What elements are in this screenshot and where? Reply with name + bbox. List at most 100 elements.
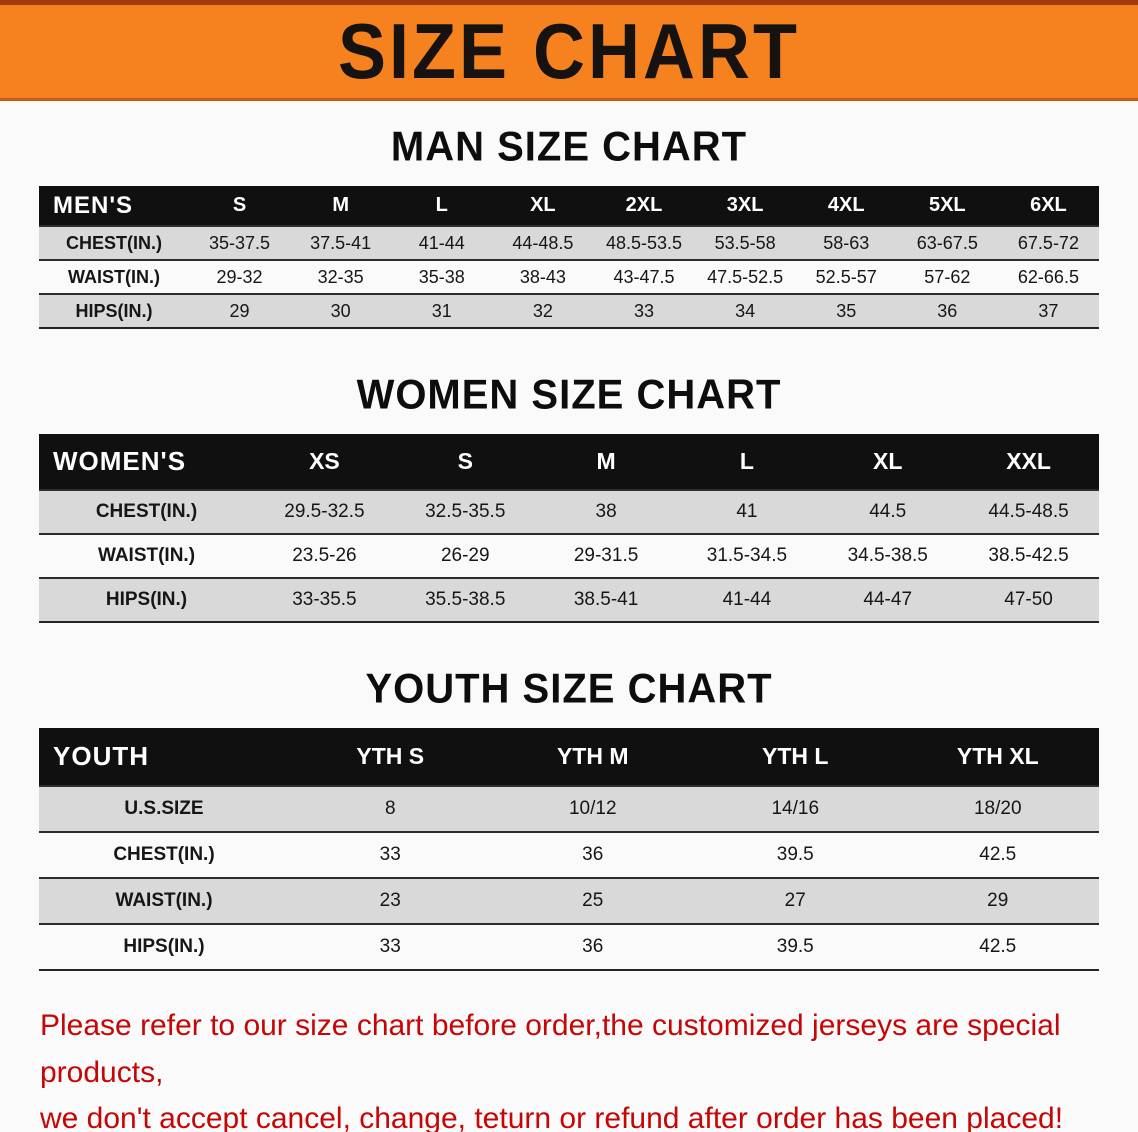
cell-value: 33 (379, 844, 401, 865)
table-row: HIPS(IN.) 29 30 31 32 33 34 35 36 37 (39, 294, 1099, 328)
cell-value: 29 (987, 890, 1009, 911)
cell-value: 35 (836, 300, 857, 321)
row-label: WAIST(IN.) (68, 266, 160, 287)
disclaimer-line-2: we don't accept cancel, change, teturn o… (40, 1102, 1064, 1132)
cell-value: 44.5 (869, 501, 907, 522)
sections-container: MAN SIZE CHART MEN'S S M L XL 2XL 3XL 4XL 5XL 6XL C… (0, 124, 1138, 971)
section-youth: YOUTH SIZE CHART YOUTH YTH S YTH M YTH L YTH … (0, 666, 1138, 971)
cell-value: 48.5-53.5 (605, 232, 683, 253)
women-size-table: WOMEN'S XS S M L XL XXL CHEST(IN.) 29.5-32.5 32.5… (39, 434, 1099, 623)
cell-value: 29.5-32.5 (284, 501, 365, 522)
column-header-yth-l: YTH L (762, 743, 829, 769)
cell-value: 41-44 (722, 589, 772, 610)
cell-value: 39.5 (776, 936, 814, 957)
cell-value: 36 (582, 936, 604, 957)
cell-value: 29-31.5 (573, 545, 639, 566)
men-corner-label: MEN'S (53, 191, 134, 219)
cell-value: 26-29 (440, 545, 490, 566)
column-header-xxl: XXL (1006, 448, 1051, 474)
header-row: YOUTH YTH S YTH M YTH L YTH XL (39, 728, 1099, 786)
cell-value: 58-63 (823, 232, 870, 253)
row-label: U.S.SIZE (124, 798, 204, 819)
section-men: MAN SIZE CHART MEN'S S M L XL 2XL 3XL 4XL 5XL 6XL C… (0, 124, 1138, 329)
cell-value: 41-44 (418, 232, 465, 253)
row-label: WAIST(IN.) (115, 890, 213, 911)
cell-value: 41 (736, 501, 758, 522)
row-label: HIPS(IN.) (105, 589, 188, 610)
cell-value: 23 (379, 890, 401, 911)
column-header-l: L (739, 448, 754, 474)
size-chart-content: MAN SIZE CHART MEN'S S M L XL 2XL 3XL 4XL 5XL 6XL C… (0, 124, 1138, 1132)
column-header-yth-xl: YTH XL (956, 743, 1039, 769)
cell-value: 10/12 (568, 798, 617, 819)
cell-value: 53.5-58 (714, 232, 776, 253)
page-title: SIZE CHART (338, 8, 800, 95)
cell-value: 37.5-41 (310, 232, 372, 253)
cell-value: 38.5-42.5 (988, 545, 1069, 566)
cell-value: 29 (229, 300, 250, 321)
cell-value: 30 (330, 300, 351, 321)
column-header-yth-m: YTH M (556, 743, 629, 769)
cell-value: 43-47.5 (613, 266, 675, 287)
column-header-4xl: 4XL (827, 194, 865, 216)
youth-corner-label: YOUTH (53, 741, 149, 771)
table-row: CHEST(IN.) 35-37.5 37.5-41 41-44 44-48.5 48.5… (39, 226, 1099, 260)
cell-value: 44-48.5 (512, 232, 574, 253)
table-row: CHEST(IN.) 33 36 39.5 42.5 (39, 832, 1099, 878)
cell-value: 35-38 (418, 266, 465, 287)
column-header-xs: XS (309, 448, 340, 474)
cell-value: 23.5-26 (292, 545, 357, 566)
cell-value: 8 (384, 798, 396, 819)
table-row: HIPS(IN.) 33-35.5 35.5-38.5 38.5-41 41-44 44-… (39, 578, 1099, 622)
row-label: HIPS(IN.) (75, 300, 153, 321)
cell-value: 35.5-38.5 (425, 589, 506, 610)
cell-value: 57-62 (924, 266, 971, 287)
cell-value: 63-67.5 (916, 232, 978, 253)
column-header-m: M (596, 448, 616, 474)
cell-value: 14/16 (771, 798, 820, 819)
cell-value: 38.5-41 (573, 589, 639, 610)
column-header-yth-s: YTH S (356, 743, 425, 769)
table-row: HIPS(IN.) 33 36 39.5 42.5 (39, 924, 1099, 970)
cell-value: 32.5-35.5 (425, 501, 506, 522)
table-row: U.S.SIZE 8 10/12 14/16 18/20 (39, 786, 1099, 832)
section-women: WOMEN SIZE CHART WOMEN'S XS S M L XL XXL CHEST(I… (0, 372, 1138, 623)
cell-value: 47-50 (1004, 589, 1053, 610)
header-row: MEN'S S M L XL 2XL 3XL 4XL 5XL 6XL (39, 186, 1099, 226)
women-size-chart-heading: WOMEN SIZE CHART (356, 372, 782, 418)
cell-value: 38 (595, 501, 617, 522)
cell-value: 35-37.5 (209, 232, 271, 253)
men-size-chart-heading: MAN SIZE CHART (390, 124, 748, 170)
youth-size-chart-heading: YOUTH SIZE CHART (365, 666, 773, 712)
column-header-3xl: 3XL (726, 194, 764, 216)
column-header-m: M (332, 194, 349, 216)
cell-value: 32 (532, 300, 553, 321)
banner: SIZE CHART (0, 0, 1138, 101)
cell-value: 31 (431, 300, 452, 321)
cell-value: 67.5-72 (1017, 232, 1079, 253)
row-label: CHEST(IN.) (113, 844, 215, 865)
cell-value: 34.5-38.5 (847, 545, 928, 566)
cell-value: 33-35.5 (292, 589, 357, 610)
row-label: CHEST(IN.) (95, 501, 198, 522)
row-label: HIPS(IN.) (123, 936, 205, 957)
cell-value: 36 (937, 300, 958, 321)
women-corner-label: WOMEN'S (53, 446, 187, 476)
cell-value: 39.5 (776, 844, 814, 865)
column-header-6xl: 6XL (1030, 194, 1067, 216)
cell-value: 31.5-34.5 (706, 545, 788, 566)
cell-value: 33 (379, 936, 401, 957)
cell-value: 33 (633, 300, 654, 321)
cell-value: 44.5-48.5 (988, 501, 1069, 522)
cell-value: 42.5 (979, 844, 1017, 865)
cell-value: 34 (735, 300, 756, 321)
cell-value: 27 (784, 890, 806, 911)
column-header-l: L (435, 194, 448, 216)
header-row: WOMEN'S XS S M L XL XXL (39, 434, 1099, 490)
column-header-xl: XL (530, 194, 556, 216)
table-row: WAIST(IN.) 23 25 27 29 (39, 878, 1099, 924)
row-label: WAIST(IN.) (97, 545, 196, 566)
disclaimer-line-1: Please refer to our size chart before or… (40, 1009, 1061, 1089)
cell-value: 44-47 (863, 589, 913, 610)
cell-value: 25 (582, 890, 604, 911)
